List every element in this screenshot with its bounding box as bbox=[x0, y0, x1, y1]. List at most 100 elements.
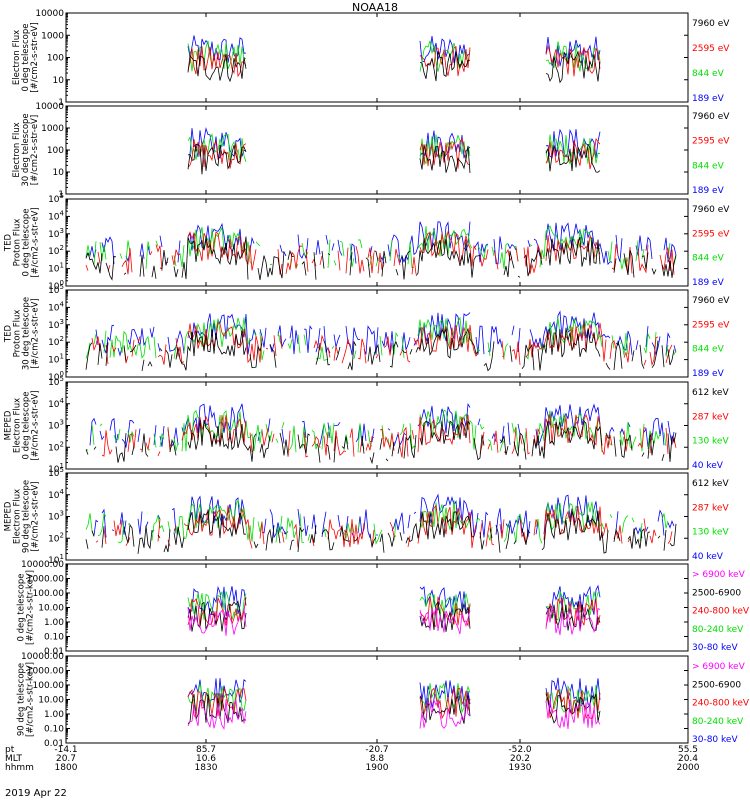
y-tick-label: 103 bbox=[48, 510, 64, 523]
y-axis-label: Electron Flux bbox=[13, 489, 23, 544]
y-tick-label: 0.01 bbox=[44, 739, 64, 749]
series-trace bbox=[85, 327, 675, 372]
y-tick-label: 100.00 bbox=[33, 589, 65, 599]
y-tick-label: 0.10 bbox=[44, 633, 64, 643]
series-trace bbox=[93, 493, 675, 539]
legend-entry: 189 eV bbox=[692, 186, 725, 196]
y-tick-label: 101 bbox=[48, 353, 64, 366]
x-tick-label: 1800 bbox=[55, 763, 78, 773]
legend-entry: 2595 eV bbox=[692, 320, 730, 330]
x-tick-label: 2000 bbox=[677, 763, 700, 773]
series-trace bbox=[187, 596, 601, 627]
y-tick-label: 100.00 bbox=[33, 681, 65, 691]
legend-entry: 2595 eV bbox=[692, 44, 730, 54]
y-tick-label: 10 bbox=[53, 76, 65, 86]
series-trace bbox=[187, 132, 601, 166]
y-tick-label: 10.00 bbox=[38, 604, 64, 614]
y-axis-label: 0 deg telescope bbox=[22, 209, 32, 277]
x-tick-label: 1830 bbox=[195, 763, 218, 773]
legend-entry: 240-800 keV bbox=[692, 699, 750, 709]
y-tick-label: 103 bbox=[48, 419, 64, 432]
y-axis-label: [#/cm2-s-str-eV] bbox=[31, 481, 41, 551]
y-tick-label: 1 bbox=[58, 98, 64, 108]
y-axis-label: Proton Flux bbox=[13, 310, 23, 358]
y-axis-label: MEPED bbox=[4, 501, 14, 531]
y-tick-label: 104 bbox=[48, 300, 64, 313]
series-trace bbox=[187, 600, 601, 632]
legend-entry: 7960 eV bbox=[692, 296, 730, 306]
y-axis-label: 30 deg telescope bbox=[22, 297, 32, 370]
y-tick-label: 101 bbox=[48, 262, 64, 275]
series-trace bbox=[85, 509, 677, 554]
y-tick-label: 100 bbox=[47, 54, 64, 64]
y-tick-label: 1.00 bbox=[44, 710, 64, 720]
series-trace bbox=[101, 413, 677, 458]
y-tick-label: 103 bbox=[48, 318, 64, 331]
series-trace bbox=[187, 40, 601, 72]
y-axis-label: [#/cm2-s-str-eV] bbox=[31, 390, 41, 460]
legend-entry: > 6900 keV bbox=[692, 662, 746, 672]
series-trace bbox=[187, 693, 601, 725]
x-tick-label: 20.7 bbox=[56, 754, 76, 764]
legend-entry: 189 eV bbox=[692, 94, 725, 104]
legend-entry: 2595 eV bbox=[692, 137, 730, 147]
y-tick-label: 104 bbox=[48, 488, 64, 501]
legend-entry: 130 keV bbox=[692, 528, 729, 538]
panel-1: 1 10 100 1000 10000 Electron Flux 0 deg telesc… bbox=[12, 9, 730, 108]
series-trace bbox=[86, 500, 674, 543]
series-trace bbox=[187, 698, 601, 730]
series-trace bbox=[187, 127, 601, 160]
legend-entry: 189 eV bbox=[692, 369, 725, 379]
y-tick-label: 100 bbox=[47, 146, 64, 156]
y-tick-label: 1.00 bbox=[44, 618, 64, 628]
y-tick-label: 1000 bbox=[41, 31, 64, 41]
series-trace bbox=[85, 230, 675, 275]
y-axis-label: 0 deg telescope bbox=[22, 392, 32, 460]
y-tick-label: 0.10 bbox=[44, 725, 64, 735]
y-axis-label: Electron Flux bbox=[13, 398, 23, 453]
y-axis-label: [#/cm2-s-str-eV] bbox=[30, 22, 40, 92]
y-axis-label: [#/cm2-s-str-eV] bbox=[31, 298, 41, 368]
y-axis-label: 90 deg telescope bbox=[17, 663, 27, 736]
y-axis-label: Proton Flux bbox=[13, 219, 23, 267]
legend-entry: 287 keV bbox=[692, 412, 729, 422]
legend-entry: 7960 eV bbox=[692, 19, 730, 29]
figure-title: NOAA18 bbox=[352, 1, 398, 14]
legend-entry: 2500-6900 bbox=[692, 680, 741, 690]
legend-entry: 40 keV bbox=[692, 552, 724, 562]
y-tick-label: 0.01 bbox=[44, 647, 64, 657]
axis-row-label: pt bbox=[5, 745, 15, 755]
y-tick-label: 102 bbox=[48, 531, 64, 544]
y-axis-label: 0 deg telescope bbox=[21, 24, 31, 92]
y-tick-label: 103 bbox=[48, 227, 64, 240]
legend-entry: 287 keV bbox=[692, 503, 729, 513]
x-tick-label: -20.7 bbox=[365, 745, 388, 755]
series-trace bbox=[187, 677, 601, 709]
y-tick-label: 1000 bbox=[41, 124, 64, 134]
x-tick-label: 20.4 bbox=[678, 754, 698, 764]
legend-entry: 7960 eV bbox=[692, 112, 730, 122]
legend-entry: 844 eV bbox=[692, 161, 725, 171]
y-tick-label: 104 bbox=[48, 397, 64, 410]
y-axis-label: Electron Flux bbox=[12, 30, 22, 85]
y-axis-label: 0 deg telescope bbox=[17, 574, 27, 642]
y-tick-label: 1000.00 bbox=[27, 667, 64, 677]
x-tick-label: -14.1 bbox=[54, 745, 77, 755]
legend-entry: 7960 eV bbox=[692, 205, 730, 215]
axis-row-label: MLT bbox=[5, 754, 23, 764]
y-tick-label: 102 bbox=[48, 440, 64, 453]
legend-entry: 30-80 keV bbox=[692, 643, 738, 653]
legend-entry: 2595 eV bbox=[692, 229, 730, 239]
y-tick-label: 10000.00 bbox=[21, 652, 64, 662]
series-trace bbox=[187, 35, 601, 67]
y-tick-label: 10000.00 bbox=[21, 560, 64, 570]
series-trace bbox=[187, 606, 601, 636]
y-tick-label: 1000.00 bbox=[27, 575, 64, 585]
panel-2: 1 10 100 1000 10000 Electron Flux 30 deg teles… bbox=[12, 102, 730, 200]
